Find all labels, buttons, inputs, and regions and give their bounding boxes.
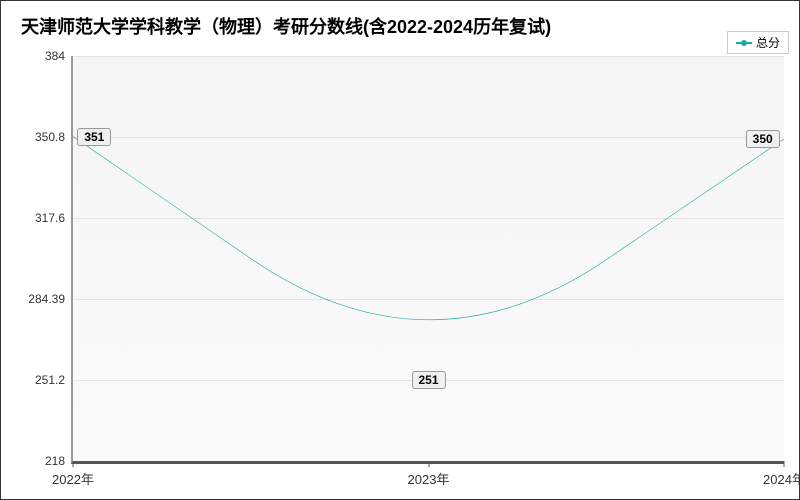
x-tick-mark — [73, 461, 74, 467]
y-tick-label: 350.8 — [35, 130, 73, 144]
line-path — [73, 56, 784, 461]
chart-container: 天津师范大学学科教学（物理）考研分数线(含2022-2024历年复试) 总分 2… — [0, 0, 800, 500]
x-tick-label: 2024年 — [763, 461, 800, 488]
x-tick-mark — [784, 461, 785, 467]
y-tick-label: 317.6 — [35, 211, 73, 225]
chart-title: 天津师范大学学科教学（物理）考研分数线(含2022-2024历年复试) — [21, 13, 551, 39]
y-tick-label: 251.2 — [35, 373, 73, 387]
y-tick-label: 384 — [45, 49, 73, 63]
legend: 总分 — [727, 31, 789, 54]
data-point-label: 350 — [746, 130, 780, 148]
y-gridline — [73, 137, 784, 138]
legend-label: 总分 — [756, 34, 780, 51]
y-gridline — [73, 218, 784, 219]
y-gridline — [73, 299, 784, 300]
data-point-label: 351 — [77, 128, 111, 146]
data-point-label: 251 — [411, 371, 445, 389]
x-tick-mark — [428, 461, 429, 467]
y-tick-label: 284.39 — [28, 292, 73, 306]
plot-area: 218251.2284.39317.6350.83842022年2023年202… — [71, 56, 784, 464]
legend-marker-icon — [736, 42, 752, 44]
y-gridline — [73, 56, 784, 57]
